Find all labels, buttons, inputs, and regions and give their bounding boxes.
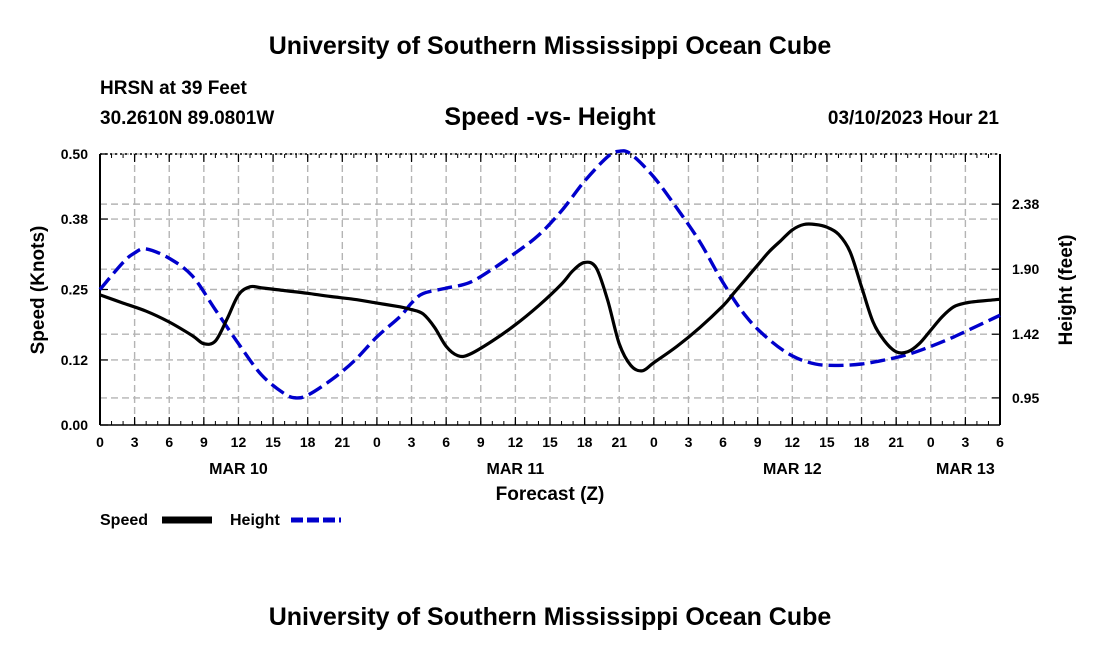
series-line-height xyxy=(98,149,1001,400)
x-tick-label: 9 xyxy=(200,434,208,450)
x-tick-label: 21 xyxy=(611,434,627,450)
x-tick-label: 0 xyxy=(927,434,935,450)
day-label: MAR 10 xyxy=(209,461,268,478)
x-tick-label: 21 xyxy=(335,434,351,450)
legend: Speed Height xyxy=(100,512,341,529)
legend-speed-label: Speed xyxy=(100,512,148,529)
y-tick-label: 0.00 xyxy=(61,417,88,433)
station-name: HRSN at 39 Feet xyxy=(100,78,247,99)
legend-height-label: Height xyxy=(230,512,280,529)
y2-tick-label: 1.42 xyxy=(1012,326,1039,342)
x-tick-label: 3 xyxy=(685,434,693,450)
x-tick-label: 6 xyxy=(719,434,727,450)
x-axis-label: Forecast (Z) xyxy=(496,484,605,505)
x-tick-label: 0 xyxy=(96,434,104,450)
x-tick-label: 15 xyxy=(542,434,558,450)
y-tick-label: 0.50 xyxy=(61,146,88,162)
y-tick-label: 0.38 xyxy=(61,211,88,227)
y-axis-label: Speed (Knots) xyxy=(28,226,49,355)
x-tick-label: 18 xyxy=(854,434,870,450)
x-tick-label: 12 xyxy=(508,434,524,450)
x-tick-label: 21 xyxy=(888,434,904,450)
x-tick-label: 3 xyxy=(408,434,416,450)
x-tick-label: 3 xyxy=(961,434,969,450)
y2-tick-label: 0.95 xyxy=(1012,390,1039,406)
day-label: MAR 12 xyxy=(763,461,822,478)
x-tick-label: 6 xyxy=(165,434,173,450)
chart-subtitle: Speed -vs- Height xyxy=(444,103,656,131)
x-tick-label: 12 xyxy=(785,434,801,450)
day-label: MAR 11 xyxy=(486,461,544,478)
x-tick-label: 3 xyxy=(131,434,139,450)
x-tick-label: 9 xyxy=(477,434,485,450)
footer-title: University of Southern Mississippi Ocean… xyxy=(269,603,832,631)
y-tick-label: 0.25 xyxy=(61,282,88,298)
x-tick-label: 6 xyxy=(996,434,1004,450)
series-group xyxy=(98,149,1001,400)
x-tick-label: 0 xyxy=(373,434,381,450)
tick-labels: 0 3 6 9 12 15 18 21 0 3 6 9 12 15 18 21 0 3 6 9 12 15 18 21 0 3 6 0… xyxy=(61,146,1040,478)
x-tick-label: 9 xyxy=(754,434,762,450)
x-tick-label: 18 xyxy=(300,434,316,450)
x-tick-label: 18 xyxy=(577,434,593,450)
y2-tick-label: 2.38 xyxy=(1012,196,1039,212)
x-tick-label: 6 xyxy=(442,434,450,450)
y2-axis-label: Height (feet) xyxy=(1056,235,1077,346)
x-tick-label: 0 xyxy=(650,434,658,450)
series-line-speed xyxy=(99,222,1001,373)
y2-tick-label: 1.90 xyxy=(1012,261,1039,277)
y-tick-label: 0.12 xyxy=(61,352,88,368)
x-tick-label: 15 xyxy=(819,434,835,450)
date-label: 03/10/2023 Hour 21 xyxy=(828,108,1000,129)
day-label: MAR 13 xyxy=(936,461,995,478)
grid-lines xyxy=(100,153,1000,425)
station-coords: 30.2610N 89.0801W xyxy=(100,108,274,129)
chart-title: University of Southern Mississippi Ocean… xyxy=(269,32,832,60)
x-tick-label: 12 xyxy=(231,434,247,450)
x-tick-label: 15 xyxy=(265,434,281,450)
